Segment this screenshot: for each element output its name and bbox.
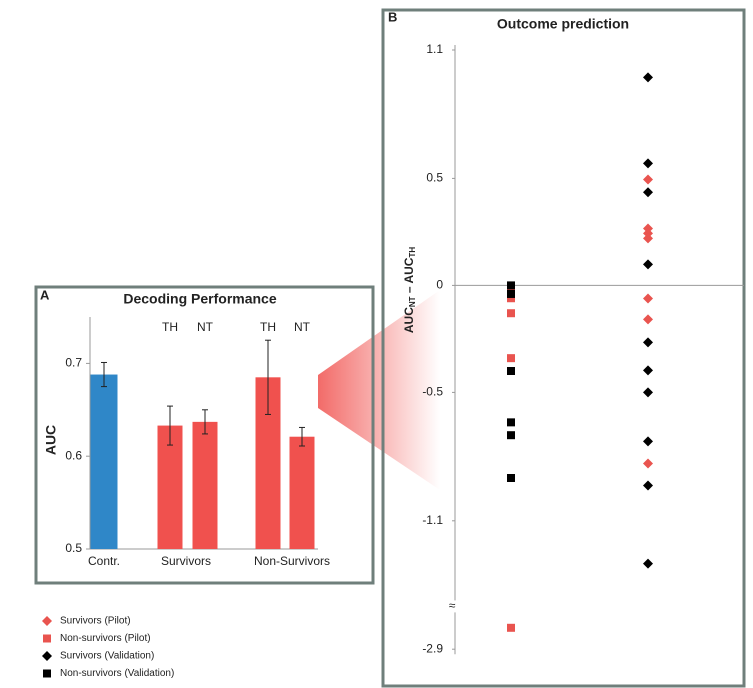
y-axis-label-part: NT bbox=[408, 296, 417, 307]
error-bar bbox=[265, 339, 271, 415]
legend-label: Non-survivors (Pilot) bbox=[60, 633, 151, 644]
point bbox=[643, 187, 653, 198]
point bbox=[643, 72, 653, 83]
legend-marker bbox=[43, 634, 51, 643]
point bbox=[507, 418, 515, 427]
error-bar bbox=[101, 361, 107, 388]
point bbox=[643, 480, 653, 491]
y-axis-label-part: AUC bbox=[402, 307, 416, 333]
legend-label: Non-survivors (Validation) bbox=[60, 668, 174, 679]
point bbox=[507, 294, 515, 303]
y-axis-label-part: TH bbox=[408, 247, 417, 258]
bar bbox=[192, 421, 218, 549]
bar bbox=[157, 425, 183, 549]
point bbox=[643, 436, 653, 447]
point bbox=[507, 289, 515, 298]
point bbox=[643, 314, 653, 325]
legend-marker bbox=[42, 651, 52, 661]
point bbox=[643, 387, 653, 398]
point bbox=[507, 354, 515, 363]
y-axis-label: AUCNT – AUCTH bbox=[402, 247, 417, 333]
y-tick-label: 0 bbox=[436, 278, 443, 292]
point bbox=[507, 309, 515, 318]
y-tick-label: 1.1 bbox=[426, 42, 443, 56]
point bbox=[507, 285, 515, 294]
bar bbox=[90, 374, 118, 549]
y-tick-label: 0.5 bbox=[65, 541, 82, 555]
bar bbox=[289, 436, 315, 549]
point bbox=[507, 623, 515, 632]
chart-title: Decoding Performance bbox=[123, 291, 276, 307]
bar-label: NT bbox=[294, 320, 311, 334]
point bbox=[507, 367, 515, 375]
point bbox=[643, 458, 653, 469]
point bbox=[507, 431, 515, 440]
y-tick-label: -1.1 bbox=[422, 513, 443, 527]
point bbox=[643, 293, 653, 304]
point bbox=[643, 365, 653, 376]
y-tick-label: 0.6 bbox=[65, 448, 82, 462]
y-axis-label: AUC bbox=[43, 425, 59, 455]
y-tick-label: -2.9 bbox=[422, 641, 443, 655]
axis-break-mask bbox=[447, 600, 463, 613]
x-tick-label: Survivors bbox=[161, 554, 211, 568]
bar-label: TH bbox=[162, 320, 178, 334]
bar-label: TH bbox=[260, 320, 276, 334]
error-bar bbox=[299, 426, 305, 447]
legend-label: Survivors (Pilot) bbox=[60, 616, 131, 627]
y-tick-label: 0.5 bbox=[426, 171, 443, 185]
bar-label: NT bbox=[197, 320, 214, 334]
legend-marker bbox=[43, 669, 51, 678]
y-axis-label-part: – AUC bbox=[402, 257, 416, 296]
point bbox=[643, 158, 653, 169]
point bbox=[643, 174, 653, 185]
x-tick-label: Non-Survivors bbox=[254, 554, 330, 568]
panel-a-frame bbox=[34, 285, 375, 585]
panel-label: A bbox=[40, 287, 50, 302]
chart-title: Outcome prediction bbox=[497, 16, 629, 32]
point bbox=[643, 259, 653, 270]
axis-break: ≈ bbox=[449, 599, 456, 613]
error-bar bbox=[202, 409, 208, 435]
legend-marker bbox=[42, 616, 52, 626]
error-bar bbox=[167, 405, 173, 446]
point bbox=[507, 474, 515, 482]
legend-label: Survivors (Validation) bbox=[60, 651, 154, 662]
x-tick-label: Contr. bbox=[88, 554, 120, 568]
y-tick-label: -0.5 bbox=[422, 385, 443, 399]
point bbox=[643, 558, 653, 569]
zoom-connector bbox=[318, 290, 440, 490]
point bbox=[643, 233, 653, 244]
panel-label: B bbox=[388, 9, 397, 24]
point bbox=[643, 337, 653, 348]
panel-b-frame bbox=[381, 8, 746, 688]
y-tick-label: 0.7 bbox=[65, 356, 82, 370]
point bbox=[507, 281, 515, 290]
